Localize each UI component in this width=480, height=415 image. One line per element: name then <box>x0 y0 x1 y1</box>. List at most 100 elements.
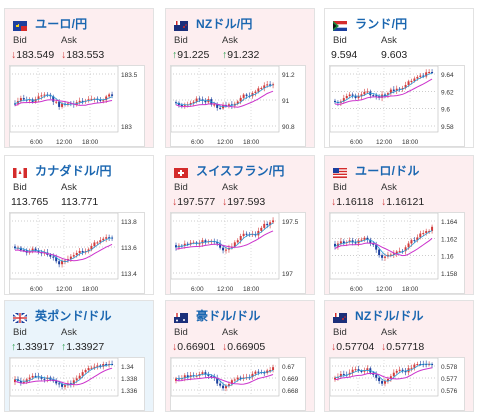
price-chart[interactable]: 1.34 1.338 1.336 <box>9 357 145 411</box>
candle <box>254 91 257 93</box>
candle <box>410 367 413 369</box>
pair-title[interactable]: 英ポンド/ドル <box>35 308 112 323</box>
flag-icon <box>174 18 188 31</box>
y-tick-label: 197.5 <box>282 219 299 226</box>
price-chart[interactable]: 0.67 0.669 0.668 <box>170 357 306 411</box>
candle <box>93 366 96 368</box>
bid-label: Bid <box>333 327 347 338</box>
candle <box>251 234 254 236</box>
candle <box>357 96 360 98</box>
price-chart[interactable]: 183.5 183 6:00 12:00 18:00 <box>9 65 145 147</box>
pair-title[interactable]: ユーロ/ドル <box>355 163 420 178</box>
price-chart[interactable]: 91.2 91 90.8 6:00 12:00 18:00 <box>170 65 306 147</box>
ask-value: ↑1.33927 <box>61 341 105 353</box>
candle <box>14 103 16 105</box>
candle <box>239 236 242 241</box>
candle <box>257 230 260 236</box>
price-chart[interactable]: 113.8 113.6 113.4 6:00 12:00 18:00 <box>9 212 145 294</box>
flag-icon <box>13 18 27 31</box>
candle <box>257 88 260 92</box>
price-chart[interactable]: 0.578 0.577 0.576 <box>329 357 465 411</box>
x-tick-label: 6:00 <box>350 286 363 293</box>
moving-average-line <box>14 243 113 262</box>
y-tick-label: 1.164 <box>441 219 458 226</box>
candle <box>425 231 428 234</box>
candle <box>431 226 434 231</box>
price-chart[interactable]: 1.164 1.162 1.16 1.158 6:00 12:00 18:00 <box>329 212 465 294</box>
price-chart[interactable]: 197.5 197 6:00 12:00 18:00 <box>170 212 306 294</box>
ask-value: ↓0.66905 <box>222 341 266 353</box>
candle <box>222 247 225 251</box>
rate-card[interactable]: 英ポンド/ドル Bid Ask ↑1.33917 ↑1.33927 1.34 1.… <box>4 300 154 412</box>
price-chart[interactable]: 9.64 9.62 9.6 9.58 6:00 12:00 18:00 <box>329 65 465 147</box>
x-tick-label: 6:00 <box>350 139 363 146</box>
y-tick-label: 113.6 <box>121 245 137 252</box>
y-tick-label: 1.158 <box>441 271 458 278</box>
candle <box>398 369 401 371</box>
ask-value: ↑91.232 <box>222 49 260 61</box>
candle <box>90 98 93 100</box>
x-tick-label: 18:00 <box>243 286 260 293</box>
candle <box>14 379 16 383</box>
bid-value: ↓1.16118 <box>331 196 374 208</box>
rate-card[interactable]: ユーロ/ドル Bid Ask ↓1.16118 ↓1.16121 1.164 1.… <box>324 155 474 295</box>
x-tick-label: 12:00 <box>56 139 73 146</box>
candle <box>378 377 381 382</box>
pair-title[interactable]: NZドル/円 <box>196 16 253 31</box>
candle <box>204 100 207 103</box>
candle <box>180 104 183 106</box>
y-tick-label: 197 <box>282 271 293 278</box>
candle <box>410 240 413 244</box>
pair-title[interactable]: スイスフラン/円 <box>196 163 285 178</box>
trend-arrow-icon: ↓ <box>331 341 337 353</box>
candle <box>398 251 401 253</box>
pair-title[interactable]: ランド/円 <box>355 16 408 31</box>
moving-average-line <box>334 78 433 105</box>
trend-arrow-icon: ↓ <box>222 196 228 208</box>
rate-card[interactable]: カナダドル/円 Bid Ask 113.765 113.771 113.8 113… <box>4 155 154 295</box>
card-header: NZドル/ドル <box>333 307 424 323</box>
trend-arrow-icon: ↓ <box>331 196 337 208</box>
x-tick-label: 12:00 <box>56 286 73 293</box>
candle <box>204 240 207 243</box>
ask-label: Ask <box>61 327 77 338</box>
candle <box>230 380 233 385</box>
rate-card[interactable]: NZドル/ドル Bid Ask ↓0.57704 ↓0.57718 0.578 0… <box>324 300 474 412</box>
candle <box>195 98 198 102</box>
candle <box>384 381 386 384</box>
candle <box>192 101 195 103</box>
rate-card[interactable]: スイスフラン/円 Bid Ask ↓197.577 ↓197.593 197.5… <box>165 155 315 295</box>
x-tick-label: 6:00 <box>191 286 204 293</box>
card-header: ランド/円 <box>333 15 407 31</box>
candle <box>263 85 266 88</box>
rate-card[interactable]: ランド/円 Bid Ask 9.594 9.603 9.64 9.62 9.6 9.5… <box>324 8 474 148</box>
flag-icon <box>333 165 347 178</box>
candle <box>419 364 422 365</box>
candle <box>428 72 431 73</box>
rate-card[interactable]: 豪ドル/ドル Bid Ask ↓0.66901 ↓0.66905 0.67 0.6… <box>165 300 315 412</box>
candle <box>22 250 25 252</box>
candle <box>75 378 78 381</box>
pair-title[interactable]: カナダドル/円 <box>35 163 112 178</box>
x-tick-label: 12:00 <box>376 286 393 293</box>
candle <box>431 364 434 365</box>
bid-value: ↑1.33917 <box>11 341 55 353</box>
trend-arrow-icon: ↑ <box>172 49 178 61</box>
candle <box>72 255 75 257</box>
candle <box>269 222 272 226</box>
x-tick-label: 6:00 <box>191 139 204 146</box>
candle <box>64 260 66 262</box>
pair-title[interactable]: NZドル/ドル <box>355 308 424 323</box>
candle <box>342 373 345 375</box>
rate-card[interactable]: NZドル/円 Bid Ask ↑91.225 ↑91.232 91.2 91 90.… <box>165 8 315 148</box>
pair-title[interactable]: ユーロ/円 <box>35 16 88 31</box>
flag-icon <box>12 310 28 324</box>
candle <box>216 377 219 384</box>
rate-card[interactable]: ユーロ/円 Bid Ask ↓183.549 ↓183.553 183.5 183… <box>4 8 154 148</box>
y-tick-label: 183.5 <box>121 72 138 79</box>
moving-average-line <box>14 367 113 386</box>
candle <box>260 87 263 89</box>
pair-title[interactable]: 豪ドル/ドル <box>196 308 261 323</box>
bid-label: Bid <box>13 35 27 46</box>
candle <box>55 257 58 262</box>
